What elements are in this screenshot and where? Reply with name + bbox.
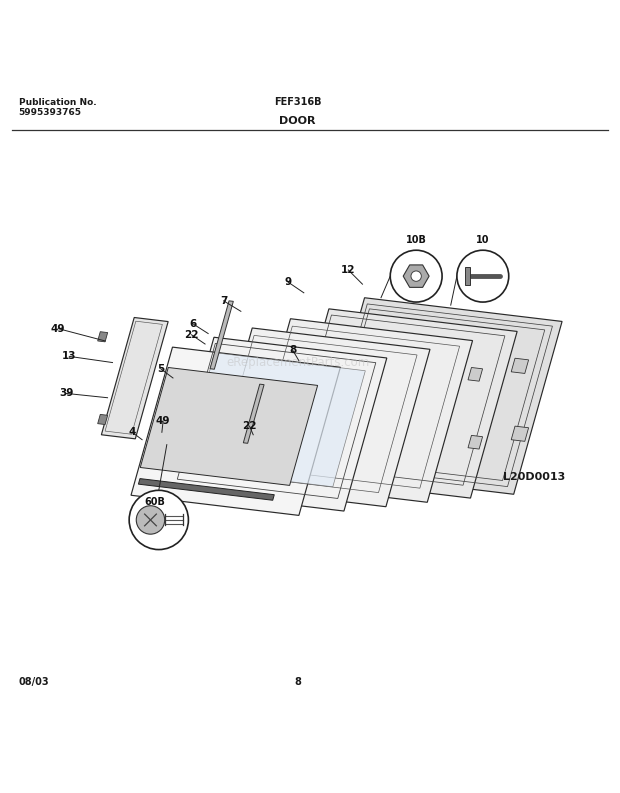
Polygon shape bbox=[208, 328, 430, 507]
Text: 8: 8 bbox=[289, 345, 296, 355]
Polygon shape bbox=[182, 353, 365, 487]
Text: 49: 49 bbox=[156, 416, 171, 426]
Text: 13: 13 bbox=[62, 351, 76, 362]
Circle shape bbox=[411, 271, 422, 282]
Text: 12: 12 bbox=[341, 265, 355, 275]
Polygon shape bbox=[468, 435, 482, 449]
Text: 9: 9 bbox=[285, 278, 292, 287]
Text: FEF316B: FEF316B bbox=[274, 98, 321, 107]
Polygon shape bbox=[316, 297, 562, 494]
Text: 22: 22 bbox=[184, 330, 199, 339]
Polygon shape bbox=[245, 319, 472, 502]
Circle shape bbox=[457, 251, 509, 302]
Text: 7: 7 bbox=[220, 296, 228, 306]
Polygon shape bbox=[465, 267, 470, 285]
Text: 4: 4 bbox=[128, 427, 136, 437]
Text: DOOR: DOOR bbox=[280, 116, 316, 125]
Polygon shape bbox=[171, 337, 387, 511]
Polygon shape bbox=[512, 358, 529, 374]
Text: eReplacementParts.com: eReplacementParts.com bbox=[226, 356, 370, 369]
Polygon shape bbox=[468, 367, 482, 381]
Text: 5995393765: 5995393765 bbox=[19, 108, 82, 117]
Text: 8: 8 bbox=[294, 677, 301, 688]
Text: Publication No.: Publication No. bbox=[19, 98, 96, 107]
Text: 6: 6 bbox=[189, 319, 197, 328]
Text: 10: 10 bbox=[476, 236, 490, 245]
Polygon shape bbox=[131, 347, 340, 515]
Text: 10B: 10B bbox=[405, 236, 427, 245]
Polygon shape bbox=[210, 301, 233, 370]
Polygon shape bbox=[102, 317, 168, 439]
Text: 49: 49 bbox=[51, 324, 66, 334]
Text: 5: 5 bbox=[157, 364, 164, 374]
Text: 60B: 60B bbox=[145, 497, 166, 508]
Text: 22: 22 bbox=[242, 421, 257, 431]
Text: L20D0013: L20D0013 bbox=[503, 472, 565, 482]
Text: 08/03: 08/03 bbox=[19, 677, 50, 688]
Polygon shape bbox=[140, 367, 317, 485]
Polygon shape bbox=[512, 426, 529, 442]
Circle shape bbox=[129, 490, 188, 550]
Polygon shape bbox=[403, 265, 429, 287]
Polygon shape bbox=[282, 308, 517, 498]
Text: 39: 39 bbox=[59, 389, 73, 398]
Polygon shape bbox=[98, 415, 108, 424]
Circle shape bbox=[136, 506, 165, 534]
Polygon shape bbox=[98, 331, 108, 342]
Circle shape bbox=[390, 251, 442, 302]
Polygon shape bbox=[138, 479, 274, 500]
Polygon shape bbox=[243, 384, 264, 443]
